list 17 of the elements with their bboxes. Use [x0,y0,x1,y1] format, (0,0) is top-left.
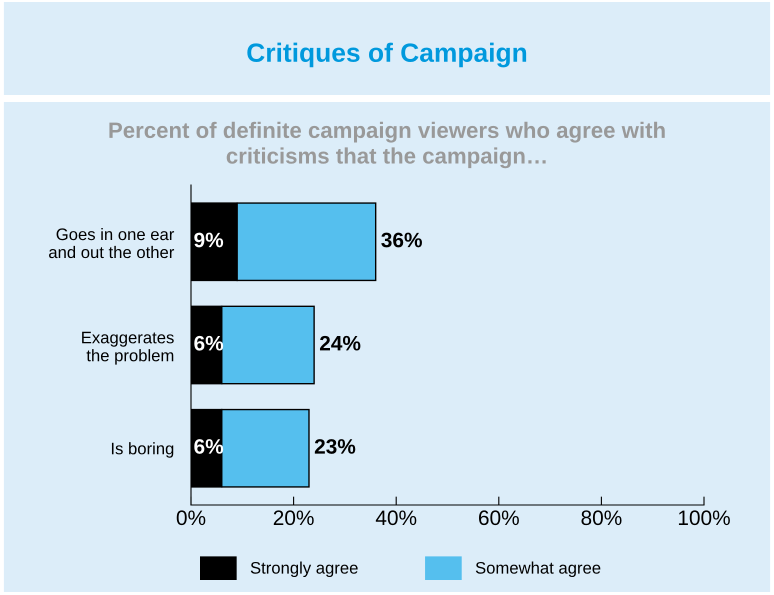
y-tick-label: Goes in one ear and out the other [49,228,174,258]
x-tick-label: 20% [274,510,314,526]
total-label: 23% [314,439,356,454]
y-tick-label: Is boring [112,442,174,458]
x-tick-label: 100% [678,510,730,526]
x-tick-label: 80% [581,510,622,526]
legend-label: Somewhat agree [476,562,600,578]
y-tick-label: Exaggerates the problem [82,332,174,365]
data-label: 9% [194,232,224,248]
total-label: 24% [320,336,360,351]
chart-title: Critiques of Campaign [247,42,526,68]
x-tick-label: 40% [376,510,416,526]
x-tick-label: 60% [479,510,519,526]
x-tick-label: 0% [176,510,206,526]
legend-label: Strongly agree [250,562,358,578]
chart-subtitle: Percent of definite campaign viewers who agree with criticisms that the campaign… [109,122,665,168]
total-label: 36% [381,232,422,248]
